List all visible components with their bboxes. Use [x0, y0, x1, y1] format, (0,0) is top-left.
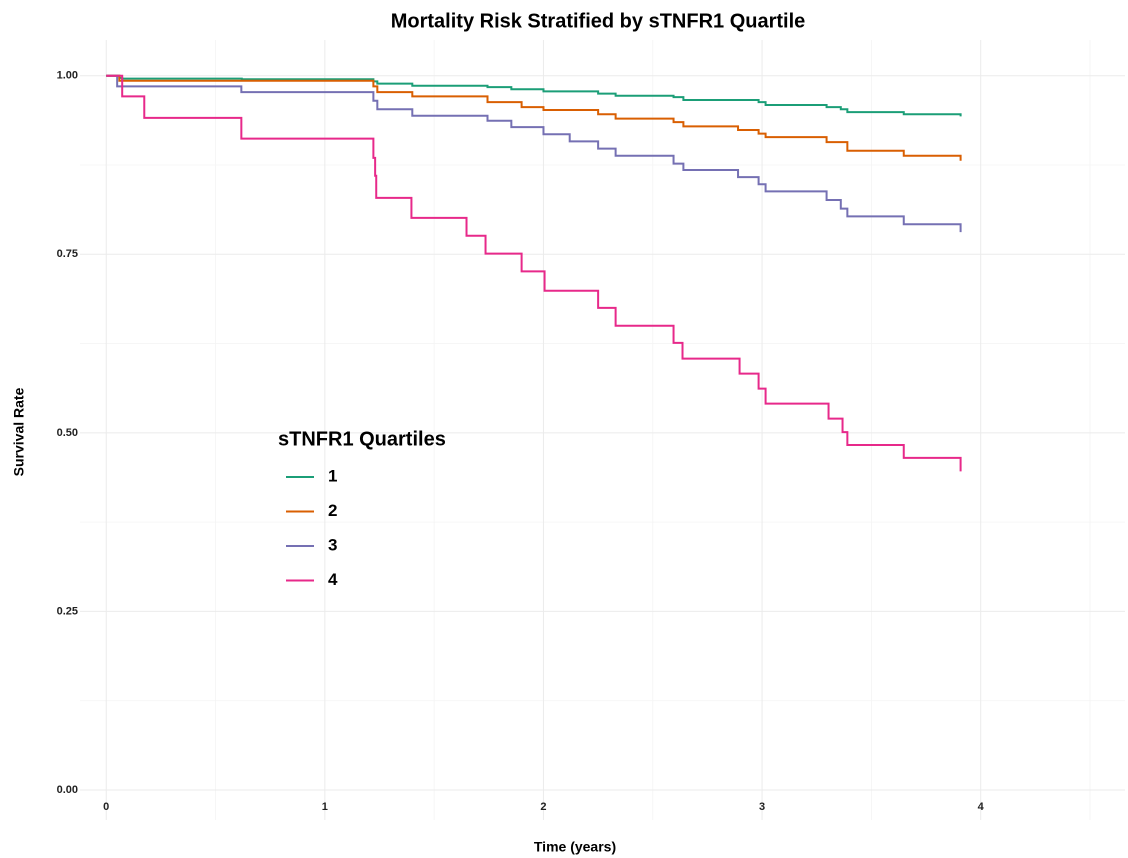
- x-tick-label: 4: [978, 801, 985, 813]
- legend-label: 3: [328, 535, 337, 554]
- legend: sTNFR1 Quartiles 1 2 3 4: [278, 428, 446, 589]
- x-tick-label: 1: [322, 801, 328, 813]
- legend-title: sTNFR1 Quartiles: [278, 428, 446, 450]
- survival-curve: [106, 74, 962, 472]
- plot-lines: [106, 74, 962, 472]
- chart-title: Mortality Risk Stratified by sTNFR1 Quar…: [391, 10, 806, 32]
- x-axis-label: Time (years): [534, 839, 616, 855]
- survival-curve: [106, 74, 962, 161]
- legend-label: 4: [328, 570, 338, 589]
- legend-label: 1: [328, 466, 337, 485]
- x-tick-label: 3: [759, 801, 765, 813]
- y-tick-label: 0.50: [57, 427, 78, 439]
- grid: 0 1 2 3 4 0.00 0.25 0.50 0.75 1.00: [57, 40, 1125, 820]
- x-tick-label: 2: [540, 801, 546, 813]
- y-tick-label: 0.25: [57, 605, 78, 617]
- survival-curve: [106, 74, 962, 117]
- y-tick-label: 0.75: [57, 248, 78, 260]
- y-axis-label: Survival Rate: [11, 387, 27, 476]
- survival-curve: [106, 74, 962, 233]
- y-tick-label: 0.00: [57, 784, 78, 796]
- x-tick-label: 0: [103, 801, 109, 813]
- y-tick-label: 1.00: [57, 70, 78, 82]
- legend-label: 2: [328, 501, 337, 520]
